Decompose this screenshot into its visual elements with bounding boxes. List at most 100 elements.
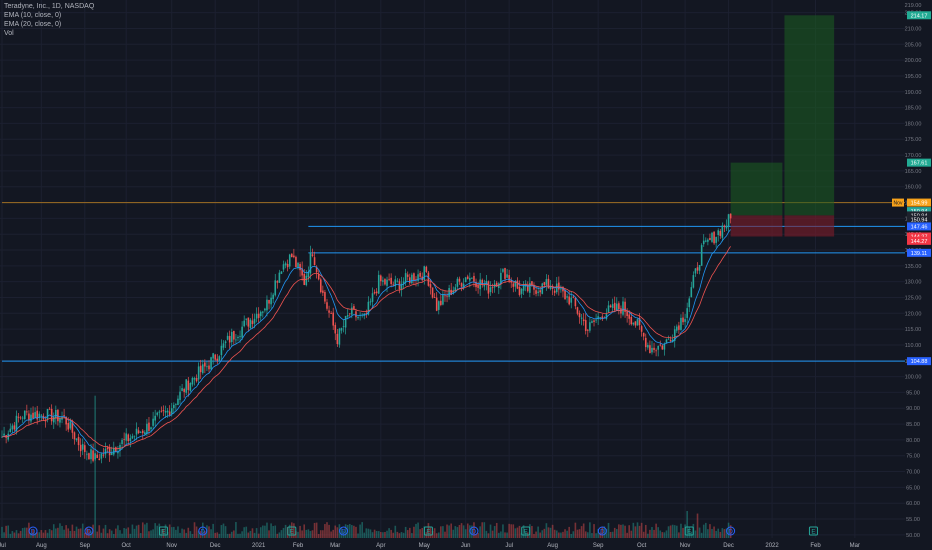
time-tick-label: Aug <box>36 543 47 549</box>
candle-body <box>71 422 74 433</box>
candle <box>278 269 281 283</box>
price-tag[interactable] <box>907 215 931 224</box>
candle <box>50 404 53 425</box>
price-tag[interactable] <box>907 198 931 207</box>
price-axis[interactable]: 219.00215.00210.00205.00200.00195.00190.… <box>892 0 932 550</box>
earnings-marker[interactable]: E <box>684 526 694 536</box>
earnings-marker[interactable]: E <box>808 526 818 536</box>
dividend-marker[interactable]: D <box>198 526 208 536</box>
dividend-marker[interactable]: D <box>597 526 607 536</box>
volume-bar <box>711 528 713 538</box>
long-position-1[interactable] <box>730 162 783 237</box>
price-tag[interactable] <box>907 207 931 216</box>
volume-bar <box>1 526 3 538</box>
volume-bar <box>121 533 123 538</box>
volume-bar <box>512 524 515 538</box>
legend-ema10[interactable]: EMA (10, close, 0) <box>4 12 62 19</box>
price-tag-label[interactable]: 139.11 <box>911 251 927 257</box>
price-tag-label[interactable]: 154.99 <box>911 201 928 207</box>
long-position-2[interactable] <box>784 15 835 237</box>
candle-body <box>514 282 517 287</box>
candle <box>435 292 438 312</box>
candle <box>485 274 488 291</box>
volume-bar <box>717 528 720 538</box>
candle-body <box>669 339 672 342</box>
candle <box>442 289 444 306</box>
legend-ema20[interactable]: EMA (20, close, 0) <box>4 21 62 28</box>
candle <box>512 282 515 293</box>
price-tag[interactable] <box>907 357 931 366</box>
legend-symbol[interactable]: Teradyne, Inc., 1D, NASDAQ <box>4 3 95 10</box>
loss-zone[interactable] <box>784 215 835 237</box>
nav-badge[interactable] <box>892 198 904 207</box>
price-tag-label[interactable]: 214.17 <box>911 13 928 19</box>
dividend-marker[interactable]: D <box>726 526 736 536</box>
price-tag[interactable] <box>907 248 931 257</box>
price-tag-label[interactable]: 147.46 <box>911 224 928 230</box>
time-axis[interactable]: Jul Aug Sep Oct Nov Dec 2021 Feb Mar Apr May Jun Jul… <box>0 538 932 550</box>
candle-body <box>173 404 175 409</box>
candle <box>197 362 200 385</box>
candle <box>700 243 703 266</box>
candle-body <box>241 326 243 338</box>
volume-bar <box>560 532 562 538</box>
candle-body <box>607 305 610 313</box>
candle-body <box>52 416 55 423</box>
earnings-marker[interactable]: E <box>423 526 433 536</box>
candle <box>46 408 49 423</box>
volume-bar <box>446 524 448 538</box>
dividend-marker[interactable]: D <box>28 526 38 536</box>
price-tag-label[interactable]: 104.88 <box>911 359 928 365</box>
nav-badge-label[interactable]: Nov <box>894 201 903 207</box>
volume-bar <box>458 524 461 538</box>
candle <box>440 294 442 307</box>
candle-body <box>216 358 219 361</box>
profit-zone[interactable] <box>784 15 835 216</box>
earnings-marker[interactable]: E <box>287 526 297 536</box>
price-tag-label[interactable]: 167.61 <box>911 161 928 167</box>
volume-bar <box>520 532 523 538</box>
price-tag[interactable] <box>907 222 931 231</box>
volume-bar <box>253 532 256 538</box>
candle <box>644 333 647 352</box>
price-tag[interactable] <box>907 11 931 20</box>
candle <box>259 310 262 321</box>
price-tag[interactable] <box>907 236 931 245</box>
dividend-marker[interactable]: D <box>339 526 349 536</box>
candle-body <box>144 432 146 435</box>
price-tag-label[interactable]: 150.94 <box>911 218 928 224</box>
candle <box>288 253 291 269</box>
loss-zone[interactable] <box>730 215 783 237</box>
candle <box>270 292 272 309</box>
volume-bar <box>444 531 446 538</box>
candle <box>369 298 372 306</box>
dividend-marker[interactable]: D <box>469 526 479 536</box>
price-tag[interactable] <box>907 158 931 167</box>
earnings-marker[interactable]: E <box>521 526 531 536</box>
candle-body <box>611 304 614 308</box>
dividend-marker[interactable]: D <box>84 526 94 536</box>
legend-volume[interactable]: Vol <box>4 30 14 37</box>
volume-bar <box>620 524 622 538</box>
price-tag-label[interactable]: 144.27 <box>911 239 928 245</box>
price-tag[interactable] <box>907 211 931 220</box>
earnings-marker[interactable]: E <box>158 526 168 536</box>
long-position-tools[interactable] <box>730 15 835 237</box>
candle <box>508 269 510 284</box>
volume-bar <box>605 528 608 538</box>
candle-body <box>719 230 722 236</box>
profit-zone[interactable] <box>730 162 783 216</box>
volume-bar <box>141 522 144 538</box>
candle-body <box>59 418 61 423</box>
volume-bar <box>137 524 140 538</box>
volume-bar <box>582 523 585 538</box>
price-tag[interactable] <box>907 232 931 241</box>
candle-body <box>30 414 32 422</box>
volume-bar <box>402 532 405 538</box>
candle-body <box>437 301 440 310</box>
volume-bar <box>237 533 239 538</box>
volume-bar <box>84 532 86 538</box>
candle <box>119 442 121 457</box>
